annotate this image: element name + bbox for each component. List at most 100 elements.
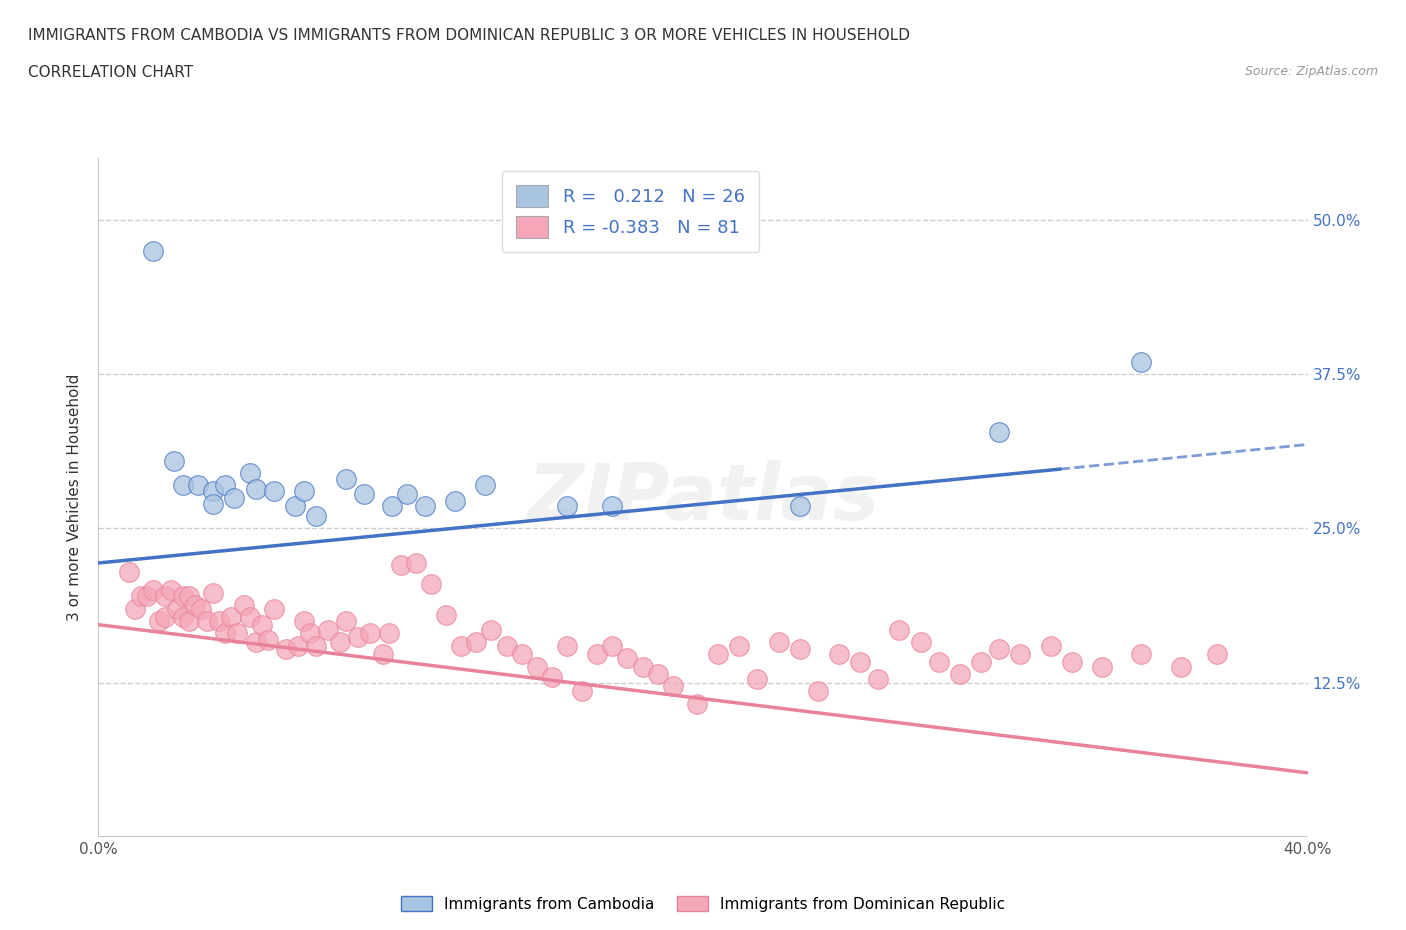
Point — [163, 453, 186, 468]
Point — [202, 585, 225, 600]
Point — [481, 622, 503, 637]
Point — [153, 610, 176, 625]
Point — [214, 478, 236, 493]
Point — [202, 484, 225, 498]
Point — [728, 638, 751, 653]
Point — [707, 647, 730, 662]
Point — [263, 484, 285, 498]
Point — [232, 597, 254, 612]
Point — [148, 614, 170, 629]
Point — [405, 555, 427, 570]
Point — [526, 659, 548, 674]
Point — [1130, 354, 1153, 369]
Point — [224, 490, 246, 505]
Point — [335, 614, 357, 629]
Point — [988, 425, 1011, 440]
Point — [292, 614, 315, 629]
Point — [395, 486, 418, 501]
Point — [377, 626, 399, 641]
Point — [287, 638, 309, 653]
Point — [420, 577, 443, 591]
Point — [828, 647, 851, 662]
Point — [226, 626, 249, 641]
Point — [586, 647, 609, 662]
Point — [381, 498, 404, 513]
Point — [305, 638, 328, 653]
Point — [329, 634, 352, 649]
Point — [444, 494, 467, 509]
Point — [970, 655, 993, 670]
Point — [1170, 659, 1192, 674]
Text: Source: ZipAtlas.com: Source: ZipAtlas.com — [1244, 65, 1378, 78]
Point — [789, 498, 811, 513]
Point — [465, 634, 488, 649]
Point — [190, 601, 212, 616]
Point — [910, 634, 932, 649]
Point — [284, 498, 307, 513]
Point — [949, 667, 972, 682]
Point — [250, 618, 273, 632]
Point — [239, 610, 262, 625]
Legend: Immigrants from Cambodia, Immigrants from Dominican Republic: Immigrants from Cambodia, Immigrants fro… — [395, 889, 1011, 918]
Point — [263, 601, 285, 616]
Point — [353, 486, 375, 501]
Point — [316, 622, 339, 637]
Point — [335, 472, 357, 486]
Point — [747, 671, 769, 686]
Point — [360, 626, 382, 641]
Text: IMMIGRANTS FROM CAMBODIA VS IMMIGRANTS FROM DOMINICAN REPUBLIC 3 OR MORE VEHICLE: IMMIGRANTS FROM CAMBODIA VS IMMIGRANTS F… — [28, 28, 910, 43]
Point — [142, 244, 165, 259]
Point — [555, 498, 578, 513]
Point — [474, 478, 496, 493]
Point — [202, 497, 225, 512]
Point — [347, 630, 370, 644]
Point — [292, 484, 315, 498]
Point — [179, 614, 201, 629]
Point — [172, 589, 194, 604]
Point — [602, 638, 624, 653]
Point — [889, 622, 911, 637]
Point — [988, 642, 1011, 657]
Point — [571, 684, 593, 698]
Point — [256, 632, 278, 647]
Point — [602, 498, 624, 513]
Point — [221, 610, 243, 625]
Point — [807, 684, 830, 698]
Point — [631, 659, 654, 674]
Point — [135, 589, 157, 604]
Point — [129, 589, 152, 604]
Point — [1130, 647, 1153, 662]
Point — [214, 626, 236, 641]
Point — [849, 655, 872, 670]
Point — [540, 669, 562, 684]
Point — [208, 614, 231, 629]
Point — [184, 597, 207, 612]
Point — [166, 601, 188, 616]
Point — [662, 679, 685, 694]
Point — [510, 647, 533, 662]
Point — [768, 634, 790, 649]
Point — [172, 478, 194, 493]
Point — [172, 610, 194, 625]
Point — [299, 626, 322, 641]
Point — [413, 498, 436, 513]
Point — [555, 638, 578, 653]
Point — [647, 667, 669, 682]
Point — [495, 638, 517, 653]
Point — [245, 482, 267, 497]
Point — [305, 509, 328, 524]
Point — [789, 642, 811, 657]
Point — [686, 697, 709, 711]
Point — [195, 614, 218, 629]
Text: CORRELATION CHART: CORRELATION CHART — [28, 65, 193, 80]
Point — [274, 642, 297, 657]
Legend: R =   0.212   N = 26, R = -0.383   N = 81: R = 0.212 N = 26, R = -0.383 N = 81 — [502, 170, 759, 252]
Point — [245, 634, 267, 649]
Point — [1010, 647, 1032, 662]
Point — [928, 655, 950, 670]
Point — [1206, 647, 1229, 662]
Point — [153, 589, 176, 604]
Point — [179, 589, 201, 604]
Point — [187, 478, 209, 493]
Y-axis label: 3 or more Vehicles in Household: 3 or more Vehicles in Household — [67, 374, 83, 621]
